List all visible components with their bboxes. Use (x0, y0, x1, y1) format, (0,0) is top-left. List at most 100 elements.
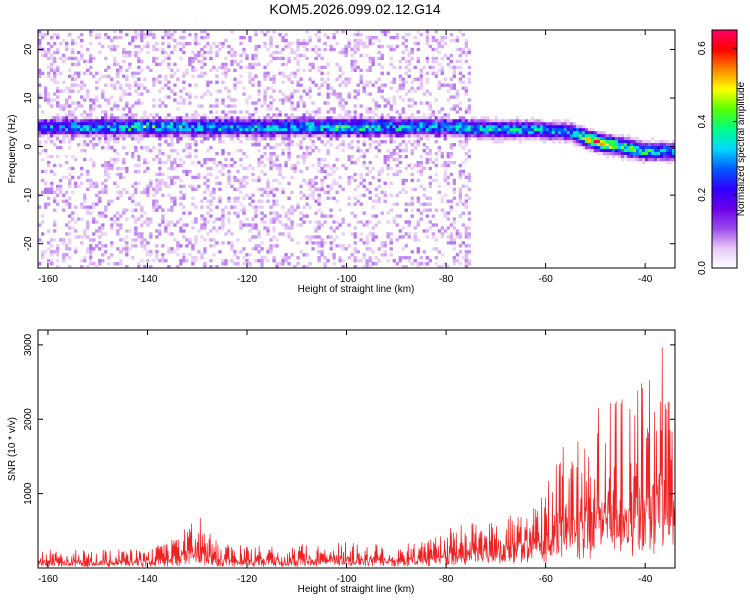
spectrogram-cell (47, 56, 51, 61)
spectrogram-cell (458, 190, 463, 194)
spectrogram-cell (65, 41, 69, 46)
spectrogram-cell (47, 92, 51, 96)
spectrogram-cell (383, 157, 387, 162)
spectrogram-cell (353, 44, 357, 49)
spectrogram-cell (104, 166, 108, 171)
spectrogram-cell (149, 128, 153, 132)
spectrogram-cell (44, 140, 48, 144)
spectrogram-cell (227, 229, 231, 233)
spectrogram-cell (152, 146, 156, 150)
spectrogram-cell (353, 196, 357, 200)
spectrogram-cell (518, 122, 523, 126)
spectrogram-cell (215, 229, 219, 233)
spectrogram-cell (452, 178, 456, 183)
spectrogram-cell (119, 226, 123, 230)
spectrogram-cell (470, 125, 475, 129)
spectrogram-cell (212, 187, 216, 192)
spectrogram-cell (311, 80, 315, 84)
spectrogram-cell (137, 163, 141, 168)
spectrogram-cell (128, 131, 132, 135)
spectrogram-cell (362, 134, 366, 138)
spectrogram-cell (428, 202, 432, 206)
spectrogram-cell (122, 59, 126, 64)
snr-series-line (37, 347, 676, 568)
spectrogram-cell (308, 95, 312, 99)
spectrogram-cell (392, 122, 396, 126)
spectrogram-cell (452, 104, 456, 108)
spectrogram-cell (224, 134, 228, 138)
spectrogram-cell (512, 122, 517, 126)
spectrogram-cell (167, 154, 171, 159)
spectrogram-cell (542, 137, 547, 141)
spectrogram-cell (56, 250, 60, 254)
spectrogram-cell (182, 134, 186, 138)
spectrogram-cell (290, 125, 294, 129)
spectrogram-cell (419, 202, 423, 206)
spectrogram-cell (95, 119, 99, 123)
spectrogram-cell (281, 151, 285, 156)
spectrogram-cell (269, 95, 273, 99)
spectrogram-cell (215, 125, 219, 129)
spectrogram-cell (287, 134, 291, 138)
spectrogram-cell (128, 229, 132, 233)
spectrogram-cell (536, 137, 541, 141)
spectrogram-cell (107, 131, 111, 135)
spectrogram-cell (77, 83, 81, 87)
spectrogram-cell (146, 190, 150, 194)
spectrogram-cell (404, 44, 408, 49)
spectrogram-cell (485, 134, 490, 138)
spectrogram-cell (449, 128, 453, 132)
spectrogram-cell (164, 30, 168, 34)
spectrogram-cell (287, 146, 291, 150)
spectrogram-cell (281, 71, 285, 75)
spectrogram-cell (185, 172, 189, 177)
spectrogram-cell (389, 44, 393, 49)
spectrogram-cell (194, 134, 198, 138)
spectrogram-cell (317, 250, 321, 254)
spectrogram-cell (653, 149, 658, 153)
spectrogram-cell (275, 178, 279, 183)
spectrogram-cell (38, 125, 42, 129)
spectrogram-cell (239, 35, 243, 40)
spectrogram-cell (191, 244, 195, 248)
spectrogram-cell (221, 122, 225, 126)
spectrogram-cell (239, 163, 243, 168)
spectrogram-cell (152, 122, 156, 126)
spectrogram-cell (650, 143, 655, 147)
spectrogram-cell (377, 50, 381, 55)
spectrogram-cell (305, 151, 309, 156)
spectrogram-cell (176, 134, 180, 138)
spectrogram-cell (77, 235, 81, 239)
spectrogram-cell (272, 163, 276, 168)
spectrogram-cell (203, 160, 207, 165)
spectrogram-cell (260, 104, 264, 108)
spectrogram-cell (347, 175, 351, 180)
spectrogram-cell (425, 41, 429, 46)
spectrogram-cell (68, 178, 72, 183)
spectrogram-cell (68, 238, 72, 242)
spectrogram-cell (161, 41, 165, 46)
spectrogram-cell (329, 172, 333, 177)
spectrogram-cell (116, 223, 120, 227)
spectrogram-cell (155, 199, 159, 203)
spectrogram-cell (374, 146, 378, 150)
spectrogram-cell (83, 235, 87, 239)
spectrogram-cell (149, 184, 153, 189)
spectrogram-cell (242, 196, 246, 200)
spectrogram-cell (242, 35, 246, 40)
spectrogram-cell (47, 163, 51, 168)
spectrogram-cell (50, 238, 54, 242)
spectrogram-cell (89, 178, 93, 183)
spectrogram-cell (368, 116, 372, 120)
spectrogram-cell (374, 113, 378, 117)
spectrogram-cell (362, 83, 366, 87)
spectrogram-cell (62, 208, 66, 212)
spectrogram-cell (170, 32, 174, 37)
spectrogram-cell (458, 53, 463, 58)
spectrogram-cell (380, 244, 384, 248)
spectrogram-cell (50, 190, 54, 194)
spectrogram-cell (203, 116, 207, 120)
spectrogram-cell (71, 56, 75, 61)
spectrogram-cell (245, 137, 249, 141)
spectrogram-cell (368, 160, 372, 165)
